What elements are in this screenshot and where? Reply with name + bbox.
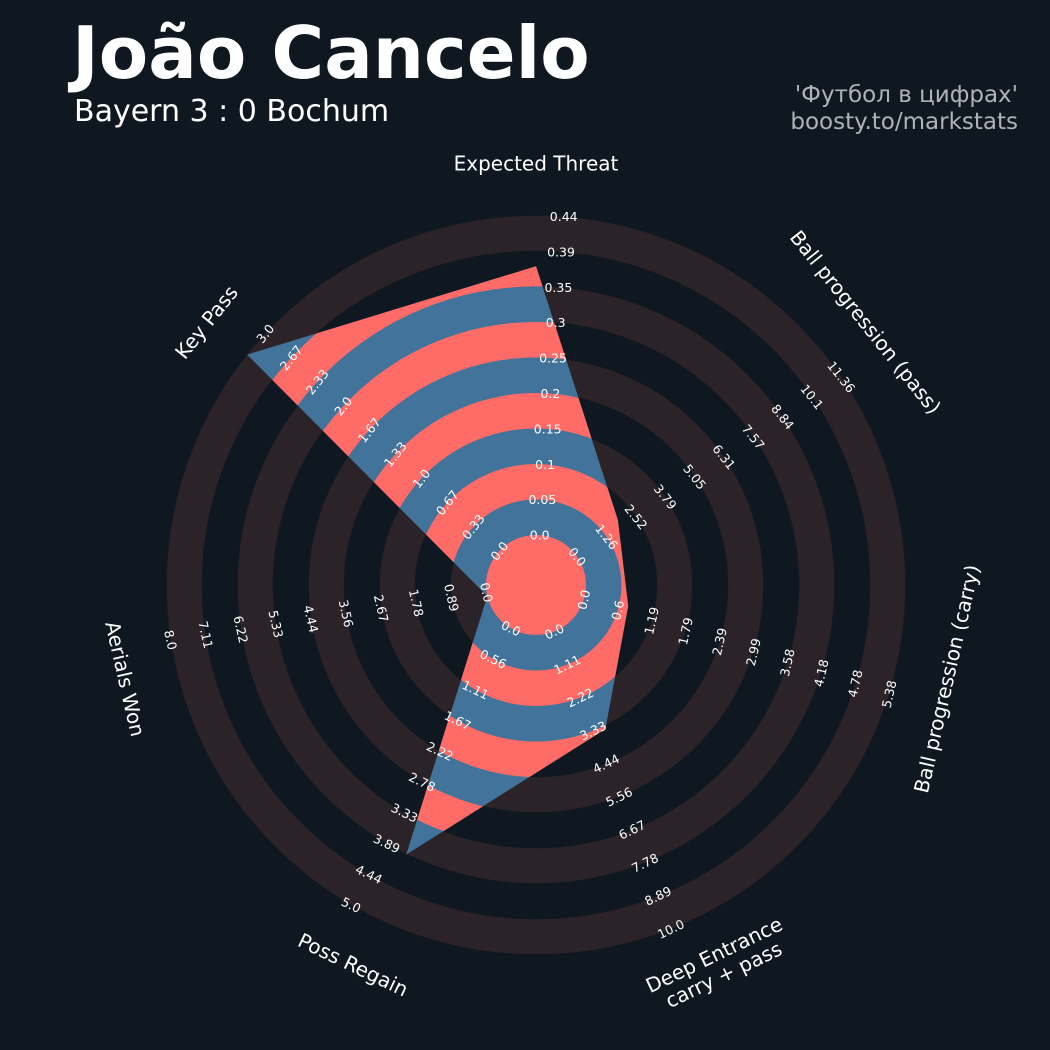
credit-url: boosty.to/markstats bbox=[790, 109, 1018, 135]
ring-value-label: 7.11 bbox=[195, 619, 216, 649]
ring-value-label: 4.44 bbox=[301, 604, 322, 635]
ring-value-label: 4.18 bbox=[811, 658, 832, 689]
ring-value-label: 4.78 bbox=[845, 668, 866, 699]
match-subtitle: Bayern 3 : 0 Bochum bbox=[74, 94, 390, 129]
ring-value-label: 3.58 bbox=[777, 647, 798, 678]
player-name-title: João Cancelo bbox=[72, 11, 590, 95]
ring-value-label: 2.67 bbox=[371, 593, 392, 623]
axis-label-poss-regain: Poss Regain bbox=[294, 928, 412, 1001]
ring-value-label: 0.89 bbox=[441, 582, 462, 613]
credit-channel-name: 'Футбол в цифрах' bbox=[794, 82, 1018, 108]
ring-value-label: 1.79 bbox=[675, 616, 696, 647]
ring-value-label: 0.25 bbox=[539, 351, 567, 366]
ring-value-label: 5.33 bbox=[265, 609, 286, 639]
ring-value-label: 5.38 bbox=[879, 679, 900, 710]
ring-value-label: 0.0 bbox=[574, 588, 593, 611]
ring-value-label: 6.22 bbox=[230, 614, 251, 644]
ring-value-label: 0.15 bbox=[534, 421, 562, 436]
axis-label-ball-progression-carry: Ball progression (carry) bbox=[909, 562, 985, 795]
ring-value-label: 0.05 bbox=[528, 492, 556, 507]
ring-value-label: 0.2 bbox=[540, 386, 560, 401]
ring-value-label: 0.0 bbox=[477, 581, 496, 604]
ring-value-label: 0.1 bbox=[535, 457, 555, 472]
ring-value-label: 0.3 bbox=[546, 315, 566, 330]
ring-value-label: 0.35 bbox=[544, 280, 572, 295]
ring-value-label: 0.44 bbox=[550, 209, 578, 224]
ring-value-label: 0.39 bbox=[547, 244, 575, 259]
axis-label-expected-threat: Expected Threat bbox=[454, 152, 619, 176]
ring-value-label: 0.0 bbox=[530, 528, 550, 543]
axis-label-key-pass: Key Pass bbox=[170, 281, 243, 364]
ring-value-label: 0.6 bbox=[608, 599, 627, 622]
ring-value-label: 8.0 bbox=[161, 629, 180, 652]
ring-value-label: 2.99 bbox=[743, 637, 764, 668]
ring-value-label: 1.78 bbox=[406, 588, 427, 619]
axis-label-aerials-won: Aerials Won bbox=[100, 619, 150, 739]
ring-value-label: 1.19 bbox=[641, 605, 662, 636]
ring-band bbox=[166, 215, 906, 955]
ring-value-label: 2.39 bbox=[709, 626, 730, 657]
ring-value-label: 3.56 bbox=[336, 598, 357, 629]
